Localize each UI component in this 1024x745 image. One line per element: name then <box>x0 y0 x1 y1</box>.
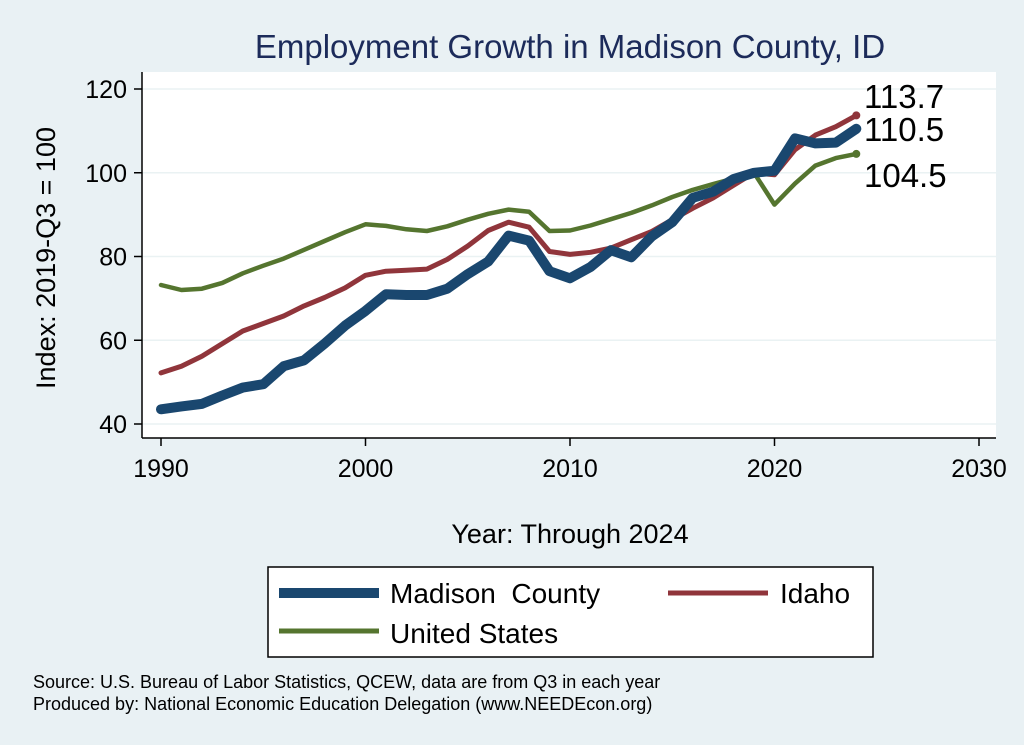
series-lines <box>156 112 862 415</box>
x-tick-label-2000: 2000 <box>338 455 394 483</box>
end-marker-113.7 <box>852 111 861 120</box>
y-tick-label-40: 40 <box>99 411 127 439</box>
legend-label-us: United States <box>390 618 558 649</box>
y-tick-label-120: 120 <box>85 76 127 104</box>
chart-title: Employment Growth in Madison County, ID <box>255 28 885 65</box>
x-tick-label-2020: 2020 <box>747 455 803 483</box>
x-axis-title: Year: Through 2024 <box>451 519 688 549</box>
y-tick-label-60: 60 <box>99 327 127 355</box>
legend: Madison County Idaho United States <box>267 566 874 658</box>
legend-box <box>267 566 874 658</box>
end-marker-104.5 <box>852 149 861 158</box>
end-markers <box>852 111 861 158</box>
source-note: Source: U.S. Bureau of Labor Statistics,… <box>33 672 660 692</box>
y-axis-ticks: 40 60 80 100 120 <box>85 76 142 439</box>
end-marker-110.5 <box>852 124 861 133</box>
y-axis-title: Index: 2019-Q3 = 100 <box>31 127 61 389</box>
x-tick-label-1990: 1990 <box>133 455 189 483</box>
y-tick-label-80: 80 <box>99 244 127 272</box>
end-label-104.5: 104.5 <box>864 157 947 194</box>
legend-label-idaho: Idaho <box>780 578 850 609</box>
y-tick-label-100: 100 <box>85 160 127 188</box>
end-label-113.7: 113.7 <box>864 78 944 115</box>
series-line-madison <box>156 123 862 415</box>
x-tick-label-2010: 2010 <box>542 455 598 483</box>
x-tick-label-2030: 2030 <box>951 455 1007 483</box>
legend-label-madison: Madison County <box>390 578 600 609</box>
x-axis-ticks: 1990 2000 2010 2020 2030 <box>133 438 1007 483</box>
producer-note: Produced by: National Economic Education… <box>33 694 652 714</box>
end-label-110.5: 110.5 <box>864 111 944 148</box>
